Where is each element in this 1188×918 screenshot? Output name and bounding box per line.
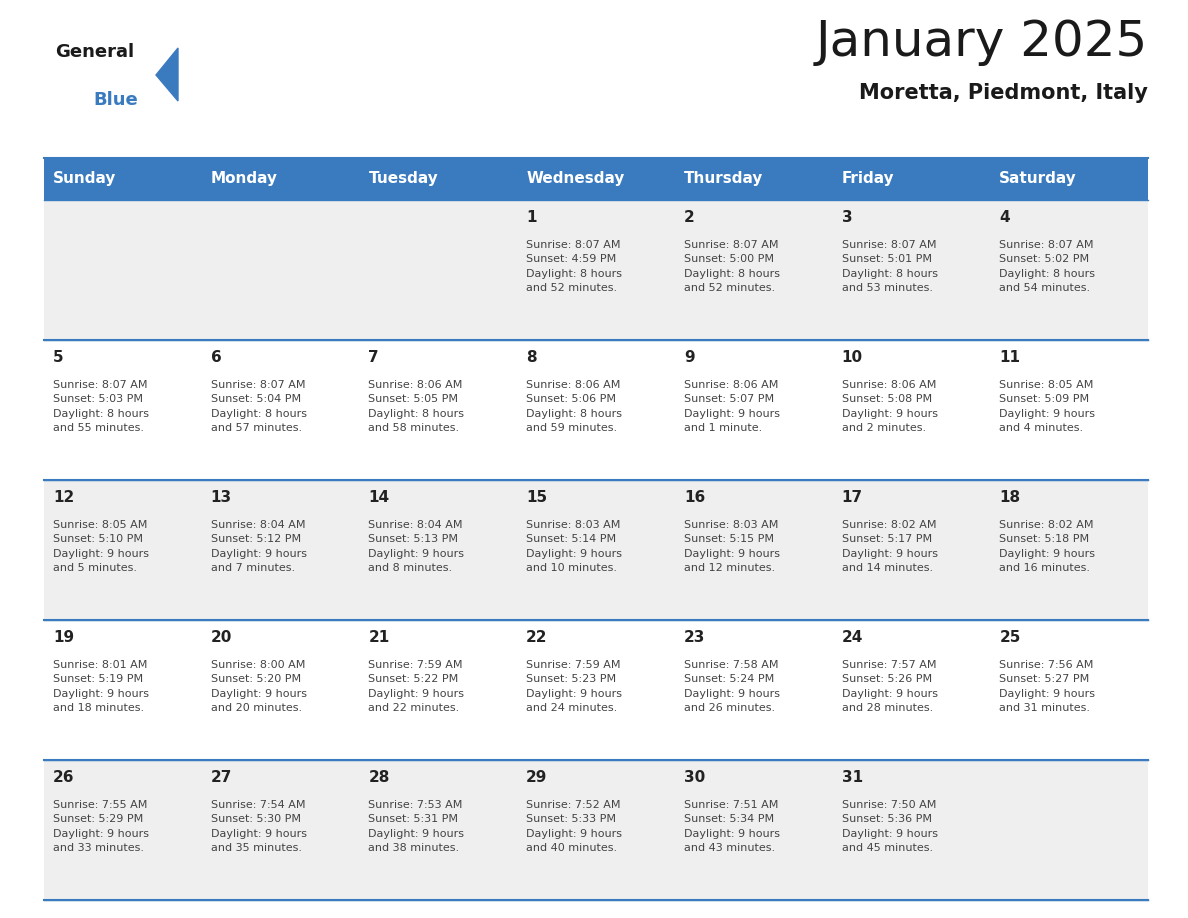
Text: Sunrise: 8:06 AM
Sunset: 5:07 PM
Daylight: 9 hours
and 1 minute.: Sunrise: 8:06 AM Sunset: 5:07 PM Dayligh… xyxy=(684,380,779,433)
Text: Sunrise: 7:53 AM
Sunset: 5:31 PM
Daylight: 9 hours
and 38 minutes.: Sunrise: 7:53 AM Sunset: 5:31 PM Dayligh… xyxy=(368,800,465,853)
Text: 16: 16 xyxy=(684,490,706,505)
FancyBboxPatch shape xyxy=(44,340,1148,480)
Text: 14: 14 xyxy=(368,490,390,505)
Text: Sunrise: 7:51 AM
Sunset: 5:34 PM
Daylight: 9 hours
and 43 minutes.: Sunrise: 7:51 AM Sunset: 5:34 PM Dayligh… xyxy=(684,800,779,853)
Text: Blue: Blue xyxy=(93,91,138,109)
Text: Sunrise: 8:07 AM
Sunset: 4:59 PM
Daylight: 8 hours
and 52 minutes.: Sunrise: 8:07 AM Sunset: 4:59 PM Dayligh… xyxy=(526,240,623,293)
Text: 24: 24 xyxy=(841,630,862,645)
Text: Sunrise: 8:07 AM
Sunset: 5:01 PM
Daylight: 8 hours
and 53 minutes.: Sunrise: 8:07 AM Sunset: 5:01 PM Dayligh… xyxy=(841,240,937,293)
FancyBboxPatch shape xyxy=(44,200,1148,340)
Text: Sunrise: 8:07 AM
Sunset: 5:04 PM
Daylight: 8 hours
and 57 minutes.: Sunrise: 8:07 AM Sunset: 5:04 PM Dayligh… xyxy=(210,380,307,433)
Text: Sunrise: 8:01 AM
Sunset: 5:19 PM
Daylight: 9 hours
and 18 minutes.: Sunrise: 8:01 AM Sunset: 5:19 PM Dayligh… xyxy=(53,660,148,713)
Text: 13: 13 xyxy=(210,490,232,505)
Text: Sunrise: 8:06 AM
Sunset: 5:08 PM
Daylight: 9 hours
and 2 minutes.: Sunrise: 8:06 AM Sunset: 5:08 PM Dayligh… xyxy=(841,380,937,433)
Text: Sunrise: 7:58 AM
Sunset: 5:24 PM
Daylight: 9 hours
and 26 minutes.: Sunrise: 7:58 AM Sunset: 5:24 PM Dayligh… xyxy=(684,660,779,713)
Text: 26: 26 xyxy=(53,770,75,785)
Text: 4: 4 xyxy=(999,210,1010,225)
Text: Sunrise: 8:00 AM
Sunset: 5:20 PM
Daylight: 9 hours
and 20 minutes.: Sunrise: 8:00 AM Sunset: 5:20 PM Dayligh… xyxy=(210,660,307,713)
Text: Sunrise: 8:06 AM
Sunset: 5:05 PM
Daylight: 8 hours
and 58 minutes.: Sunrise: 8:06 AM Sunset: 5:05 PM Dayligh… xyxy=(368,380,465,433)
Text: 30: 30 xyxy=(684,770,706,785)
Text: 27: 27 xyxy=(210,770,232,785)
Text: 21: 21 xyxy=(368,630,390,645)
Text: Sunrise: 7:52 AM
Sunset: 5:33 PM
Daylight: 9 hours
and 40 minutes.: Sunrise: 7:52 AM Sunset: 5:33 PM Dayligh… xyxy=(526,800,623,853)
Text: Sunrise: 8:02 AM
Sunset: 5:17 PM
Daylight: 9 hours
and 14 minutes.: Sunrise: 8:02 AM Sunset: 5:17 PM Dayligh… xyxy=(841,520,937,573)
Text: 17: 17 xyxy=(841,490,862,505)
Text: 6: 6 xyxy=(210,350,221,365)
Text: Saturday: Saturday xyxy=(999,172,1078,186)
Text: January 2025: January 2025 xyxy=(816,18,1148,66)
Text: Tuesday: Tuesday xyxy=(368,172,438,186)
FancyBboxPatch shape xyxy=(44,480,1148,620)
Text: Sunrise: 8:06 AM
Sunset: 5:06 PM
Daylight: 8 hours
and 59 minutes.: Sunrise: 8:06 AM Sunset: 5:06 PM Dayligh… xyxy=(526,380,623,433)
Text: Sunrise: 7:54 AM
Sunset: 5:30 PM
Daylight: 9 hours
and 35 minutes.: Sunrise: 7:54 AM Sunset: 5:30 PM Dayligh… xyxy=(210,800,307,853)
Text: 29: 29 xyxy=(526,770,548,785)
Text: 19: 19 xyxy=(53,630,74,645)
Polygon shape xyxy=(156,48,178,101)
Text: 5: 5 xyxy=(53,350,64,365)
Text: Sunrise: 7:59 AM
Sunset: 5:23 PM
Daylight: 9 hours
and 24 minutes.: Sunrise: 7:59 AM Sunset: 5:23 PM Dayligh… xyxy=(526,660,623,713)
Text: 31: 31 xyxy=(841,770,862,785)
Text: Sunrise: 7:55 AM
Sunset: 5:29 PM
Daylight: 9 hours
and 33 minutes.: Sunrise: 7:55 AM Sunset: 5:29 PM Dayligh… xyxy=(53,800,148,853)
Text: 18: 18 xyxy=(999,490,1020,505)
Text: Sunrise: 8:03 AM
Sunset: 5:14 PM
Daylight: 9 hours
and 10 minutes.: Sunrise: 8:03 AM Sunset: 5:14 PM Dayligh… xyxy=(526,520,623,573)
Text: 10: 10 xyxy=(841,350,862,365)
Text: 9: 9 xyxy=(684,350,695,365)
Text: Sunrise: 7:59 AM
Sunset: 5:22 PM
Daylight: 9 hours
and 22 minutes.: Sunrise: 7:59 AM Sunset: 5:22 PM Dayligh… xyxy=(368,660,465,713)
Text: Sunrise: 8:04 AM
Sunset: 5:12 PM
Daylight: 9 hours
and 7 minutes.: Sunrise: 8:04 AM Sunset: 5:12 PM Dayligh… xyxy=(210,520,307,573)
Text: 28: 28 xyxy=(368,770,390,785)
Text: Sunrise: 8:07 AM
Sunset: 5:02 PM
Daylight: 8 hours
and 54 minutes.: Sunrise: 8:07 AM Sunset: 5:02 PM Dayligh… xyxy=(999,240,1095,293)
Text: 20: 20 xyxy=(210,630,232,645)
Text: Sunrise: 7:57 AM
Sunset: 5:26 PM
Daylight: 9 hours
and 28 minutes.: Sunrise: 7:57 AM Sunset: 5:26 PM Dayligh… xyxy=(841,660,937,713)
Text: 2: 2 xyxy=(684,210,695,225)
Text: 12: 12 xyxy=(53,490,74,505)
Text: Sunday: Sunday xyxy=(53,172,116,186)
Text: Sunrise: 7:56 AM
Sunset: 5:27 PM
Daylight: 9 hours
and 31 minutes.: Sunrise: 7:56 AM Sunset: 5:27 PM Dayligh… xyxy=(999,660,1095,713)
Text: Sunrise: 8:05 AM
Sunset: 5:09 PM
Daylight: 9 hours
and 4 minutes.: Sunrise: 8:05 AM Sunset: 5:09 PM Dayligh… xyxy=(999,380,1095,433)
Text: Wednesday: Wednesday xyxy=(526,172,625,186)
Text: 15: 15 xyxy=(526,490,548,505)
Text: General: General xyxy=(55,43,134,61)
Text: Sunrise: 8:07 AM
Sunset: 5:00 PM
Daylight: 8 hours
and 52 minutes.: Sunrise: 8:07 AM Sunset: 5:00 PM Dayligh… xyxy=(684,240,779,293)
FancyBboxPatch shape xyxy=(44,158,1148,200)
Text: Moretta, Piedmont, Italy: Moretta, Piedmont, Italy xyxy=(859,83,1148,103)
Text: 7: 7 xyxy=(368,350,379,365)
Text: 11: 11 xyxy=(999,350,1020,365)
FancyBboxPatch shape xyxy=(44,620,1148,760)
Text: Sunrise: 8:07 AM
Sunset: 5:03 PM
Daylight: 8 hours
and 55 minutes.: Sunrise: 8:07 AM Sunset: 5:03 PM Dayligh… xyxy=(53,380,148,433)
Text: Sunrise: 7:50 AM
Sunset: 5:36 PM
Daylight: 9 hours
and 45 minutes.: Sunrise: 7:50 AM Sunset: 5:36 PM Dayligh… xyxy=(841,800,937,853)
FancyBboxPatch shape xyxy=(44,760,1148,900)
Text: 3: 3 xyxy=(841,210,852,225)
Text: 8: 8 xyxy=(526,350,537,365)
Text: Friday: Friday xyxy=(841,172,895,186)
Text: 1: 1 xyxy=(526,210,537,225)
Text: Monday: Monday xyxy=(210,172,278,186)
Text: 25: 25 xyxy=(999,630,1020,645)
Text: 22: 22 xyxy=(526,630,548,645)
Text: 23: 23 xyxy=(684,630,706,645)
Text: Sunrise: 8:05 AM
Sunset: 5:10 PM
Daylight: 9 hours
and 5 minutes.: Sunrise: 8:05 AM Sunset: 5:10 PM Dayligh… xyxy=(53,520,148,573)
Text: Sunrise: 8:04 AM
Sunset: 5:13 PM
Daylight: 9 hours
and 8 minutes.: Sunrise: 8:04 AM Sunset: 5:13 PM Dayligh… xyxy=(368,520,465,573)
Text: Sunrise: 8:02 AM
Sunset: 5:18 PM
Daylight: 9 hours
and 16 minutes.: Sunrise: 8:02 AM Sunset: 5:18 PM Dayligh… xyxy=(999,520,1095,573)
Text: Sunrise: 8:03 AM
Sunset: 5:15 PM
Daylight: 9 hours
and 12 minutes.: Sunrise: 8:03 AM Sunset: 5:15 PM Dayligh… xyxy=(684,520,779,573)
Text: Thursday: Thursday xyxy=(684,172,763,186)
